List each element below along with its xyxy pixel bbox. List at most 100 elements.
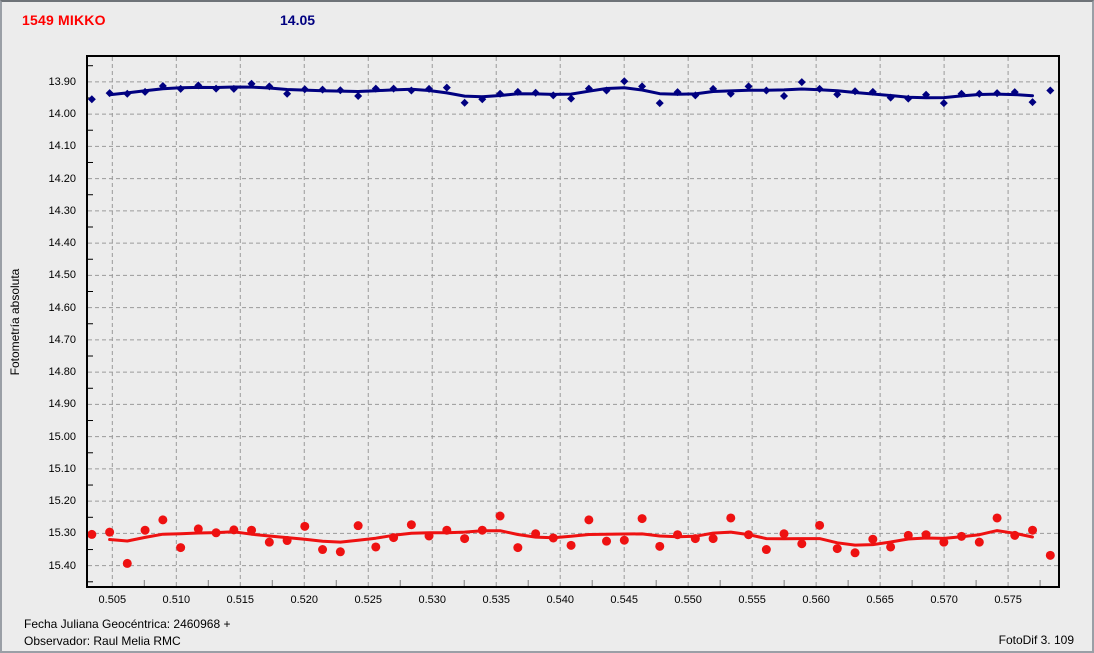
y-tick-label: 15.10 — [48, 462, 76, 475]
blue-series-data-point — [229, 84, 238, 93]
blue-series-data-point — [176, 84, 185, 93]
red-series-data-point — [602, 536, 612, 546]
red-series-data-point — [797, 539, 807, 549]
blue-series-data-point — [797, 78, 806, 87]
y-tick-label: 14.40 — [48, 237, 76, 250]
blue-series-data-point — [815, 84, 824, 93]
red-series-data-point — [761, 545, 771, 555]
blue-series-data-point — [833, 90, 842, 99]
red-series-data-point — [974, 537, 984, 547]
x-tick-label: 0.570 — [930, 594, 958, 606]
red-series-data-point — [353, 521, 363, 531]
red-series-data-point — [158, 515, 168, 525]
y-tick-label: 14.10 — [48, 140, 76, 153]
red-series-data-point — [389, 533, 399, 543]
red-series-data-point — [460, 534, 470, 544]
blue-series-data-point — [691, 91, 700, 100]
x-tick-label: 0.555 — [738, 594, 766, 606]
blue-series-data-point — [283, 89, 292, 98]
red-series-data-point — [726, 513, 736, 523]
red-series-data-point — [566, 540, 576, 550]
y-tick-label: 14.00 — [48, 108, 76, 121]
blue-series-data-point — [638, 82, 647, 91]
plot-area — [86, 55, 1060, 588]
blue-series-data-point — [425, 84, 434, 93]
red-series-data-point — [708, 534, 718, 544]
red-series-fit-line — [108, 529, 1034, 547]
blue-series-data-point — [300, 85, 309, 94]
blue-series-data-point — [602, 86, 611, 95]
blue-series-data-point — [904, 94, 913, 103]
y-tick-label: 15.30 — [48, 527, 76, 540]
red-series-data-point — [921, 530, 931, 540]
blue-series-data-point — [123, 89, 132, 98]
mean-magnitude-label: 14.05 — [280, 12, 316, 28]
blue-series-data-point — [194, 81, 203, 90]
red-series-data-point — [850, 548, 860, 558]
y-tick-label: 14.60 — [48, 301, 76, 314]
x-tick-label: 0.545 — [610, 594, 638, 606]
blue-series-fit-line — [108, 85, 1034, 100]
blue-series-data-point — [868, 87, 877, 96]
red-series-data-point — [211, 528, 221, 538]
blue-series-data-point — [158, 82, 167, 91]
red-series-data-point — [744, 530, 754, 540]
red-series-data-point — [531, 529, 541, 539]
blue-series-data-point — [957, 89, 966, 98]
blue-series-data-point — [886, 93, 895, 102]
blue-series-data-point — [105, 89, 114, 98]
y-tick-label: 14.20 — [48, 172, 76, 185]
blue-series-data-point — [478, 95, 487, 104]
blue-series-data-point — [673, 88, 682, 97]
blue-series-data-point — [993, 89, 1002, 98]
x-tick-label: 0.525 — [354, 594, 383, 606]
app-version-label: FotoDif 3. 109 — [998, 633, 1074, 647]
red-series-data-point — [513, 543, 523, 553]
red-series-data-point — [300, 521, 310, 531]
blue-series-data-point — [389, 84, 398, 93]
blue-series-data-point — [567, 94, 576, 103]
red-series-data-point — [832, 544, 842, 554]
blue-series-data-point — [744, 82, 753, 91]
x-tick-label: 0.515 — [226, 594, 255, 606]
blue-series-data-point — [1010, 88, 1019, 97]
x-tick-label: 0.505 — [98, 594, 127, 606]
julian-date-label: Fecha Juliana Geocéntrica: 2460968 + — [24, 617, 231, 631]
blue-series-data-point — [531, 88, 540, 97]
x-tick-label: 0.540 — [546, 594, 574, 606]
blue-series-data-point — [549, 91, 558, 100]
red-series-data-point — [655, 541, 665, 551]
red-series-data-point — [318, 545, 328, 555]
y-tick-label: 15.20 — [48, 495, 76, 508]
red-series-data-point — [673, 530, 683, 540]
blue-series-data-point — [513, 87, 522, 96]
red-series-data-point — [442, 525, 452, 535]
blue-series-data-point — [460, 98, 469, 107]
blue-series-data-point — [620, 77, 629, 86]
red-series-data-point — [690, 534, 700, 544]
blue-series-data-point — [212, 84, 221, 93]
blue-series-data-point — [780, 92, 789, 101]
observer-label: Observador: Raul Melia RMC — [24, 634, 181, 648]
y-tick-label: 15.40 — [48, 559, 76, 572]
red-series-data-point — [815, 520, 825, 530]
x-tick-label: 0.510 — [162, 594, 191, 606]
x-tick-label: 0.530 — [418, 594, 446, 606]
blue-series-data-point — [442, 83, 451, 92]
x-tick-label: 0.535 — [482, 594, 510, 606]
y-tick-label: 15.00 — [48, 430, 76, 443]
red-series-data-point — [247, 525, 257, 535]
red-series-data-point — [140, 525, 150, 535]
y-axis-title: Fotometría absoluta — [8, 268, 22, 376]
blue-series-data-point — [726, 89, 735, 98]
y-tick-label: 14.80 — [48, 366, 76, 379]
blue-series-data-point — [1028, 98, 1037, 107]
x-tick-label: 0.520 — [290, 594, 319, 606]
blue-series-data-point — [851, 87, 860, 96]
red-series-data-point — [282, 536, 292, 546]
red-series-data-point — [548, 533, 558, 543]
blue-series-data-point — [407, 86, 416, 95]
red-series-data-point — [903, 530, 913, 540]
red-series-data-point — [495, 511, 505, 521]
red-series-data-point — [424, 531, 434, 541]
